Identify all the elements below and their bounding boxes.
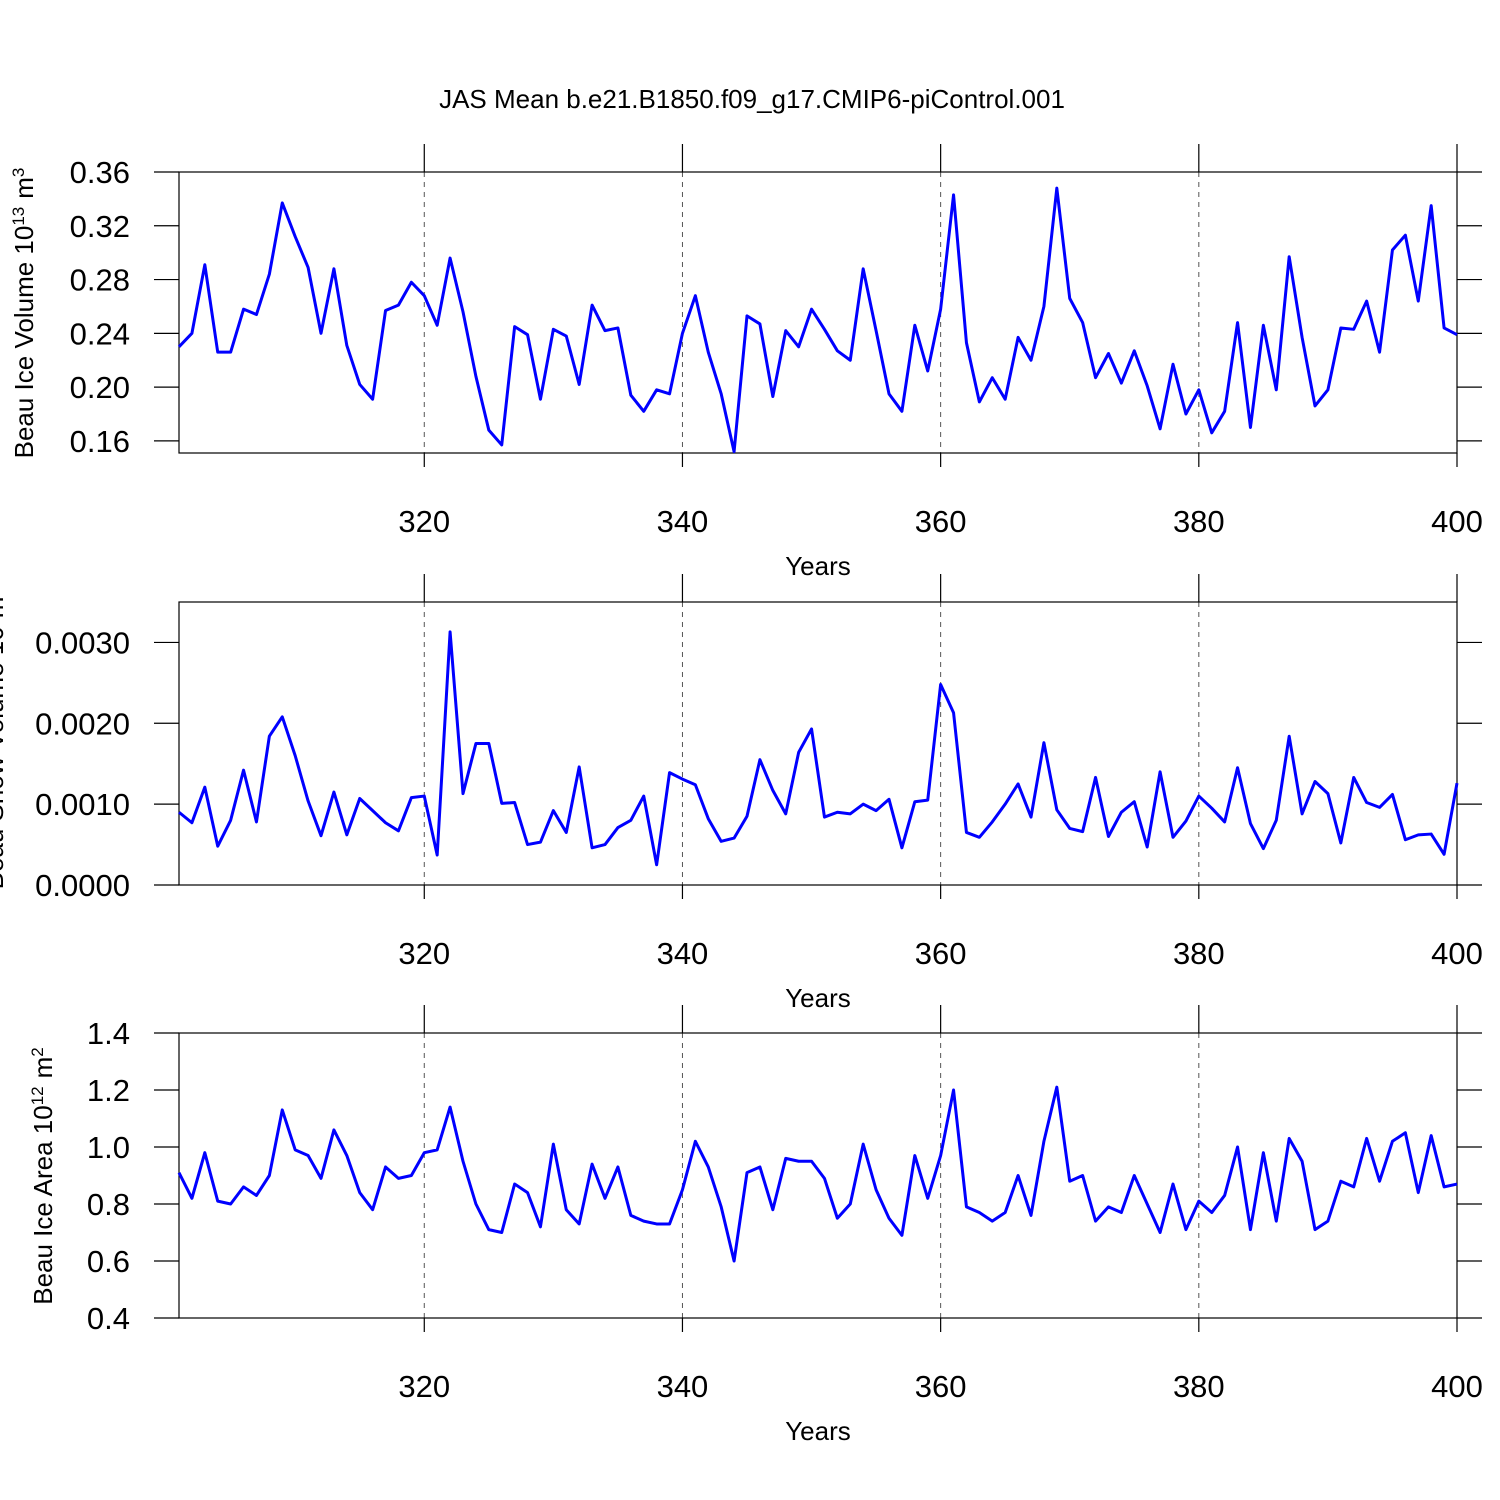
data-line <box>177 186 1458 454</box>
y-label-part: Beau Ice Volume 10 <box>9 226 39 459</box>
x-tick-label: 320 <box>398 936 450 971</box>
y-label-exponent: 12 <box>28 1086 47 1105</box>
panel: JAS Mean b.e21.B1850.f09_g17.CMIP6-piCon… <box>9 84 1483 581</box>
y-label-exponent: 3 <box>9 168 28 177</box>
plot-frame <box>178 171 1458 454</box>
plot-frame <box>178 1032 1458 1319</box>
x-tick-label: 380 <box>1173 1369 1225 1404</box>
y-tick-label: 1.4 <box>87 1016 130 1051</box>
x-tick-label: 380 <box>1173 504 1225 539</box>
y-tick-label: 0.4 <box>87 1301 130 1336</box>
x-tick-label: 400 <box>1431 1369 1483 1404</box>
y-tick-label: 0.0010 <box>35 787 130 822</box>
plot-frame <box>178 601 1458 886</box>
y-label-part: Beau Snow Volume 10 <box>0 626 9 889</box>
x-tick-label: 340 <box>657 936 709 971</box>
x-axis-label: Years <box>785 983 851 1013</box>
y-label-exponent: 2 <box>28 1047 47 1056</box>
y-tick-label: 0.24 <box>70 316 130 351</box>
x-tick-label: 360 <box>915 504 967 539</box>
y-label-exponent: 13 <box>9 207 28 226</box>
y-tick-label: 0.20 <box>70 370 130 405</box>
panel: 320 340 360 380 400 0.0000 0.0010 0.0020 0.0030 Y… <box>0 574 1483 1013</box>
x-tick-label: 400 <box>1431 504 1483 539</box>
y-label-part: m <box>28 1057 58 1079</box>
y-tick-label: 0.6 <box>87 1244 130 1279</box>
x-tick-label: 400 <box>1431 936 1483 971</box>
y-tick-label: 0.36 <box>70 155 130 190</box>
x-tick-label: 320 <box>398 504 450 539</box>
chart-title: JAS Mean b.e21.B1850.f09_g17.CMIP6-piCon… <box>439 84 1065 114</box>
y-label-part: m <box>0 597 9 619</box>
x-axis-label: Years <box>785 551 851 581</box>
y-tick-label: 0.0000 <box>35 868 130 903</box>
y-tick-label: 0.8 <box>87 1187 130 1222</box>
y-tick-label: 0.0020 <box>35 706 130 741</box>
y-axis-label: Beau Ice Volume 1013 m3 <box>9 168 40 459</box>
y-tick-label: 0.28 <box>70 263 130 298</box>
y-tick-label: 1.0 <box>87 1130 130 1165</box>
x-tick-label: 340 <box>657 1369 709 1404</box>
x-tick-label: 360 <box>915 936 967 971</box>
x-tick-label: 360 <box>915 1369 967 1404</box>
y-tick-label: 1.2 <box>87 1073 130 1108</box>
x-axis-label: Years <box>785 1416 851 1446</box>
y-label-part: Beau Ice Area 10 <box>28 1105 58 1304</box>
y-axis-label: Beau Ice Area 1012 m2 <box>28 1047 59 1305</box>
y-axis-label: Beau Snow Volume 10 m <box>0 597 9 890</box>
data-line <box>177 1085 1458 1263</box>
x-tick-label: 340 <box>657 504 709 539</box>
x-tick-label: 380 <box>1173 936 1225 971</box>
y-label-part: m <box>9 177 39 199</box>
y-tick-label: 0.0030 <box>35 625 130 660</box>
y-tick-label: 0.32 <box>70 209 130 244</box>
y-tick-label: 0.16 <box>70 424 130 459</box>
data-line <box>178 630 1459 867</box>
x-tick-label: 320 <box>398 1369 450 1404</box>
panel: 320 340 360 380 400 0.4 0.6 0.8 1.0 1.2 1.4 Years Be… <box>28 1005 1483 1446</box>
